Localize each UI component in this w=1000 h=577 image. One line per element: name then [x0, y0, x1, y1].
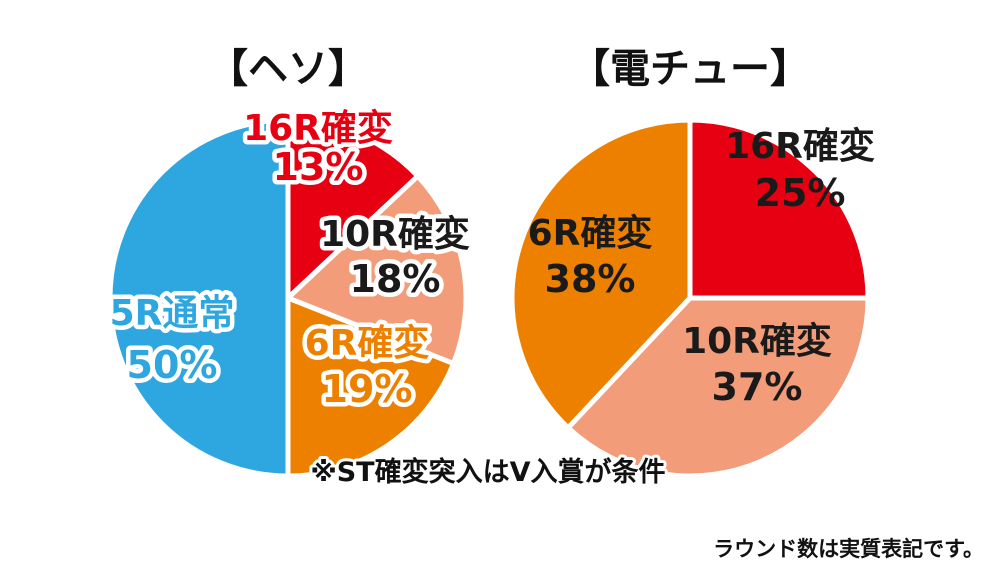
heso-slice-3	[285, 295, 456, 479]
heso-slices	[107, 117, 469, 479]
heso-slice-value-1: 13%	[273, 145, 364, 189]
heso-slice-2	[285, 173, 469, 367]
denchu-slice-value-3: 38%	[545, 257, 636, 301]
denchu-slice-1	[687, 117, 871, 301]
heso-slice-label-3: 6R確変	[305, 322, 430, 364]
denchu-slice-value-2: 37%	[712, 365, 803, 409]
denchu-slice-label-3: 6R確変	[528, 212, 653, 254]
heso-title: 【ヘソ】	[208, 46, 368, 92]
heso-slice-label-2: 10R確変	[320, 213, 470, 255]
denchu-slice-3	[509, 117, 693, 431]
denchu-slice-2	[565, 295, 871, 479]
heso-slice-label-4: 5R通常	[110, 293, 235, 334]
denchu-title: 【電チュー】	[570, 46, 810, 92]
round-footnote: ラウンド数は実質表記です。	[713, 537, 984, 561]
heso-slice-1	[285, 117, 421, 301]
denchu-slice-value-1: 25%	[755, 171, 846, 215]
denchu-slice-label-2: 10R確変	[682, 320, 832, 362]
heso-slice-value-2: 18%	[350, 257, 441, 301]
heso-slice-value-3: 19%	[322, 367, 413, 411]
heso-slice-4	[107, 117, 291, 479]
heso-slice-label-1: 16R確変	[243, 107, 393, 149]
heso-slice-value-4: 50%	[127, 343, 218, 387]
denchu-slices	[509, 117, 871, 479]
condition-note: ※ST確変突入はV入賞が条件	[310, 456, 665, 488]
denchu-slice-label-1: 16R確変	[725, 125, 875, 167]
